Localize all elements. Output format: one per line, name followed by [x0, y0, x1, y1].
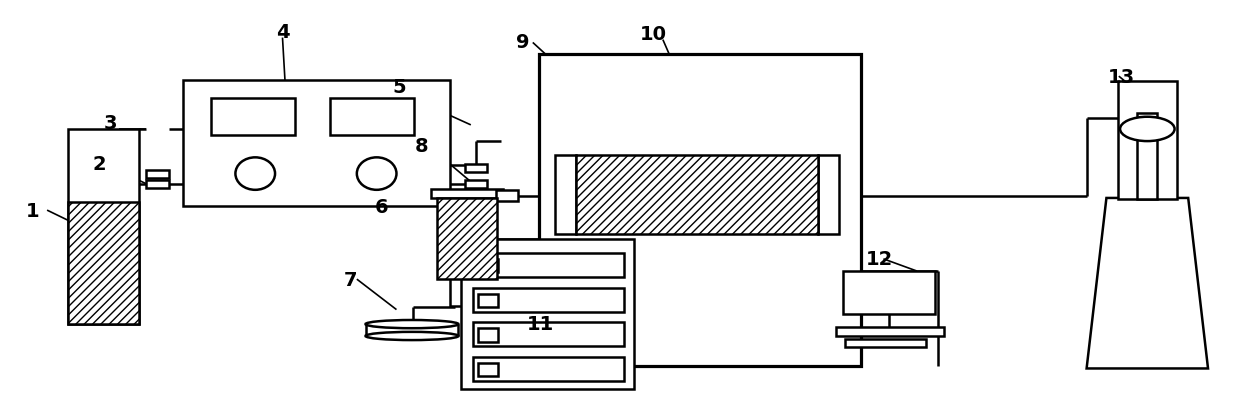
- Bar: [478, 328, 498, 342]
- Ellipse shape: [366, 332, 458, 340]
- Bar: [431, 190, 503, 198]
- Bar: [473, 288, 624, 312]
- Bar: [478, 259, 498, 272]
- Text: 4: 4: [276, 23, 289, 42]
- Bar: [478, 294, 498, 307]
- Text: 13: 13: [1108, 68, 1135, 86]
- Bar: [555, 156, 576, 235]
- Bar: [818, 156, 839, 235]
- Text: 3: 3: [104, 114, 116, 133]
- Text: 9: 9: [517, 33, 529, 52]
- Text: 6: 6: [375, 197, 388, 216]
- Text: 12: 12: [866, 250, 893, 269]
- Bar: [473, 357, 624, 382]
- Bar: [68, 202, 139, 324]
- Text: 1: 1: [26, 201, 38, 220]
- Bar: [211, 99, 295, 136]
- Text: 2: 2: [93, 155, 105, 173]
- Bar: [473, 322, 624, 347]
- Ellipse shape: [1120, 117, 1175, 142]
- Ellipse shape: [235, 158, 275, 190]
- Bar: [330, 99, 414, 136]
- Bar: [146, 181, 169, 188]
- Bar: [461, 239, 634, 389]
- Text: 5: 5: [393, 78, 405, 96]
- Bar: [146, 171, 169, 178]
- Ellipse shape: [357, 158, 396, 190]
- Bar: [437, 198, 497, 279]
- Bar: [473, 253, 624, 277]
- Text: 8: 8: [415, 136, 427, 155]
- Bar: [465, 165, 487, 172]
- Bar: [836, 327, 944, 336]
- Bar: [465, 181, 487, 188]
- Text: 7: 7: [344, 270, 357, 289]
- Bar: [845, 339, 926, 347]
- Bar: [68, 130, 139, 324]
- Polygon shape: [1087, 198, 1208, 369]
- Bar: [576, 156, 818, 235]
- Text: 10: 10: [639, 25, 667, 44]
- Bar: [478, 363, 498, 377]
- Bar: [843, 271, 935, 314]
- Bar: [450, 278, 482, 306]
- Bar: [539, 55, 861, 367]
- Bar: [1137, 114, 1157, 199]
- Bar: [496, 191, 518, 201]
- Text: 11: 11: [527, 315, 554, 333]
- Ellipse shape: [366, 320, 458, 328]
- Bar: [1118, 82, 1177, 199]
- Bar: [183, 81, 450, 207]
